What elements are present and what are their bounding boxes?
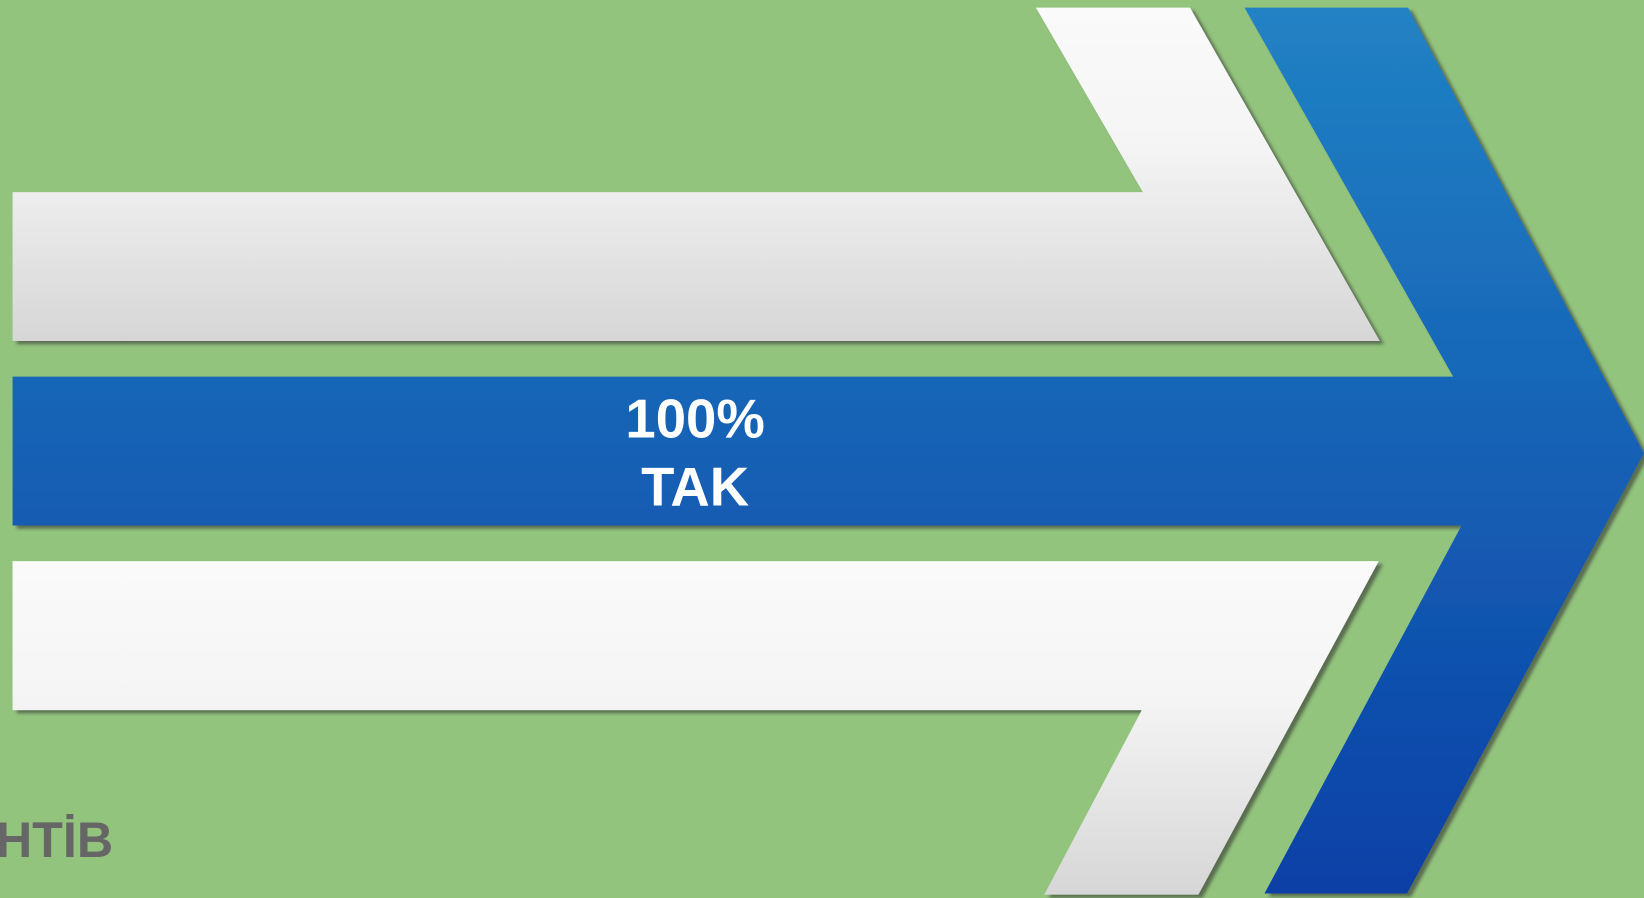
arrow-label: TAK: [641, 457, 749, 518]
arrow-value: 100%: [625, 388, 764, 449]
upper-arrow: [12, 7, 1380, 342]
logo: HTİB: [0, 811, 113, 868]
main-arrow: [12, 7, 1644, 894]
lower-arrow: [12, 561, 1379, 895]
